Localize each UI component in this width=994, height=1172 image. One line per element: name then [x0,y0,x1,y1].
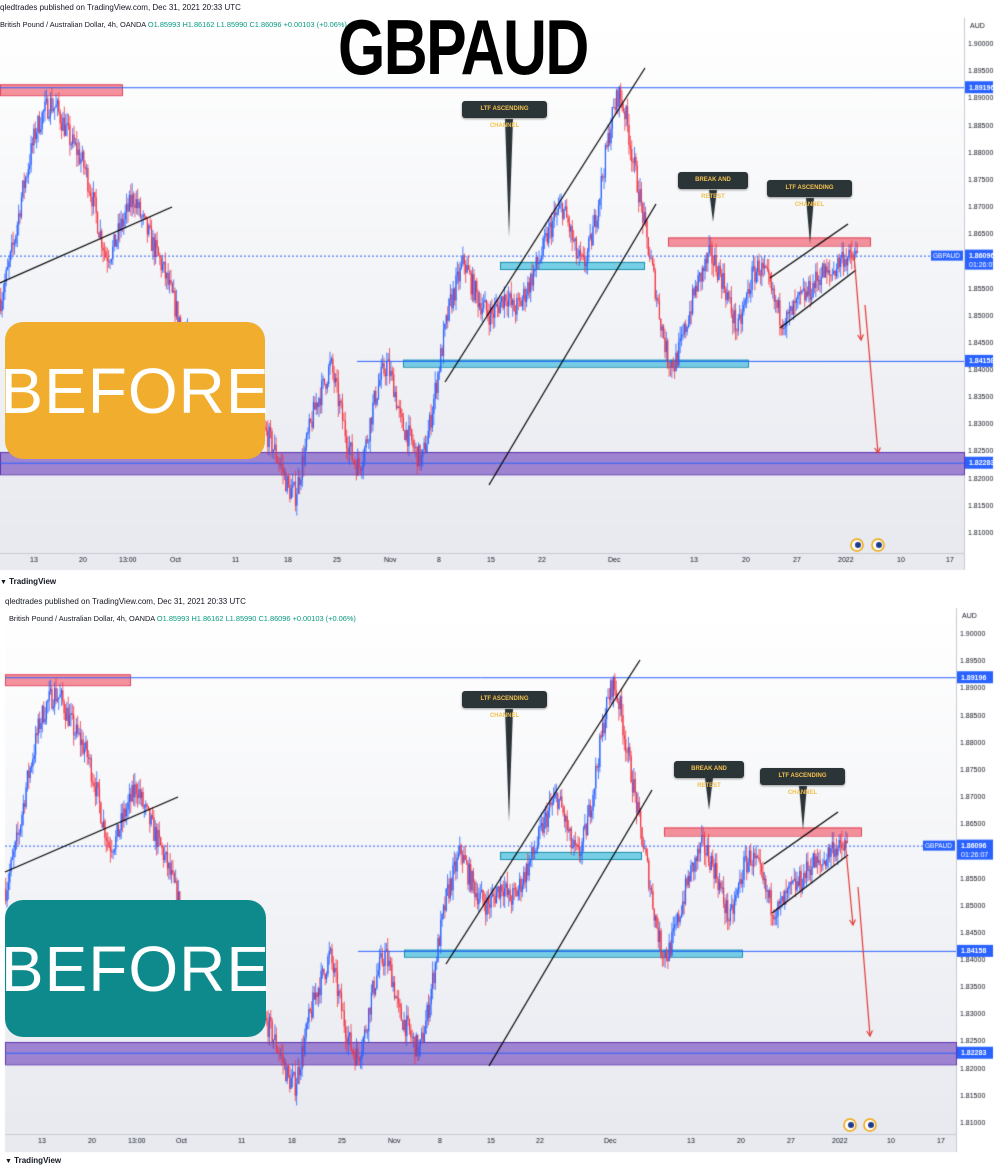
low-value: L1.85990 [225,614,257,623]
annotation-break-retest[interactable]: BREAK AND RETEST [674,761,744,789]
chart-title: GBPAUD [338,3,589,91]
annotation-ltf-channel-2[interactable]: LTF ASCENDING CHANNEL [767,180,852,208]
tradingview-logo-bottom: ▼ TradingView [5,1156,62,1165]
change-value: +0.00103 (+0.06%) [292,614,356,623]
change-value: +0.00103 (+0.06%) [283,20,347,29]
ohlc-line-bottom: British Pound / Australian Dollar, 4h, O… [9,614,356,623]
symbol-desc: British Pound / Australian Dollar, 4h, O… [9,614,155,623]
before-label-top: BEFORE [0,322,269,459]
symbol-desc: British Pound / Australian Dollar, 4h, O… [0,20,146,29]
before-label-bottom: BEFORE [1,900,269,1037]
close-value: C1.86096 [258,614,291,623]
publisher-line-top: qledtrades published on TradingView.com,… [0,3,241,12]
tradingview-icon: ▼ [5,1158,12,1165]
open-value: O1.85993 [156,614,190,623]
close-value: C1.86096 [249,20,282,29]
annotation-ltf-channel-1[interactable]: LTF ASCENDING CHANNEL [462,691,547,719]
low-value: L1.85990 [216,20,248,29]
ohlc-line-top: British Pound / Australian Dollar, 4h, O… [0,20,347,29]
open-value: O1.85993 [147,20,181,29]
annotation-break-retest[interactable]: BREAK AND RETEST [678,172,748,200]
high-value: H1.86162 [182,20,215,29]
annotation-ltf-channel-2[interactable]: LTF ASCENDING CHANNEL [760,768,845,796]
tradingview-icon: ▼ [0,579,7,586]
high-value: H1.86162 [191,614,224,623]
publisher-line-bottom: qledtrades published on TradingView.com,… [5,597,246,606]
tradingview-logo-top: ▼ TradingView [0,577,57,586]
annotation-ltf-channel-1[interactable]: LTF ASCENDING CHANNEL [462,101,547,129]
